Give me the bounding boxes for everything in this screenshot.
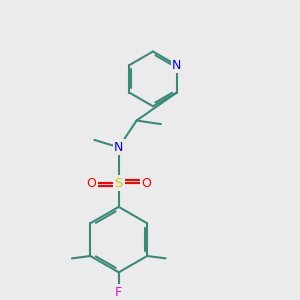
Text: N: N: [114, 141, 123, 154]
Text: F: F: [115, 286, 122, 299]
Text: O: O: [86, 177, 96, 190]
Text: S: S: [115, 177, 123, 190]
Text: O: O: [142, 177, 152, 190]
Text: N: N: [172, 59, 182, 72]
